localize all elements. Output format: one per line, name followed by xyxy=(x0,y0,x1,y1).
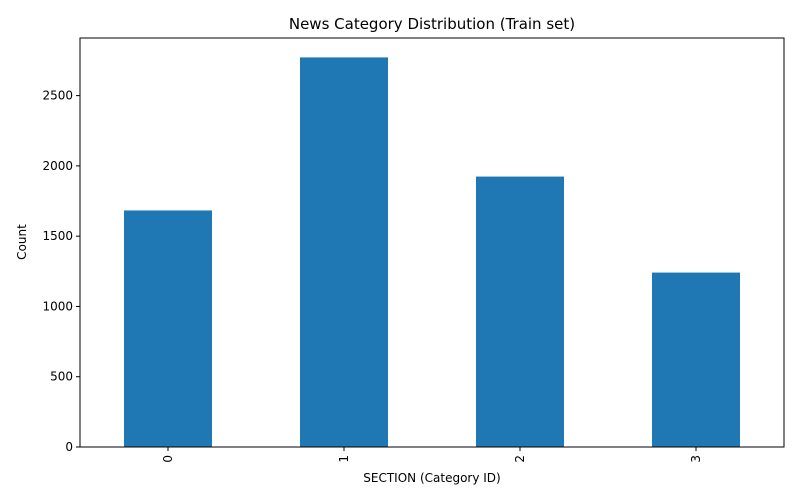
x-axis-label: SECTION (Category ID) xyxy=(363,471,500,485)
y-axis-ticks: 0 500 1000 1500 2000 2500 xyxy=(42,89,80,454)
bars xyxy=(124,57,740,448)
bar-3 xyxy=(652,272,740,447)
x-tick-label: 3 xyxy=(689,455,703,463)
y-axis-label: Count xyxy=(15,224,29,260)
y-tick-label: 1500 xyxy=(42,229,73,243)
y-tick-label: 2500 xyxy=(42,89,73,103)
x-tick-label: 0 xyxy=(161,455,175,463)
bar-1 xyxy=(300,57,388,448)
plot-frame xyxy=(79,37,785,448)
chart-title: News Category Distribution (Train set) xyxy=(289,15,575,33)
bar-2 xyxy=(476,176,564,447)
y-tick-label: 2000 xyxy=(42,159,73,173)
bar-0 xyxy=(124,210,212,447)
y-tick-label: 0 xyxy=(65,440,73,454)
x-tick-label: 1 xyxy=(337,455,351,463)
y-tick-label: 500 xyxy=(50,370,73,384)
x-axis-ticks: 0 1 2 3 xyxy=(161,447,703,463)
y-tick-label: 1000 xyxy=(42,299,73,313)
x-tick-label: 2 xyxy=(513,455,527,463)
